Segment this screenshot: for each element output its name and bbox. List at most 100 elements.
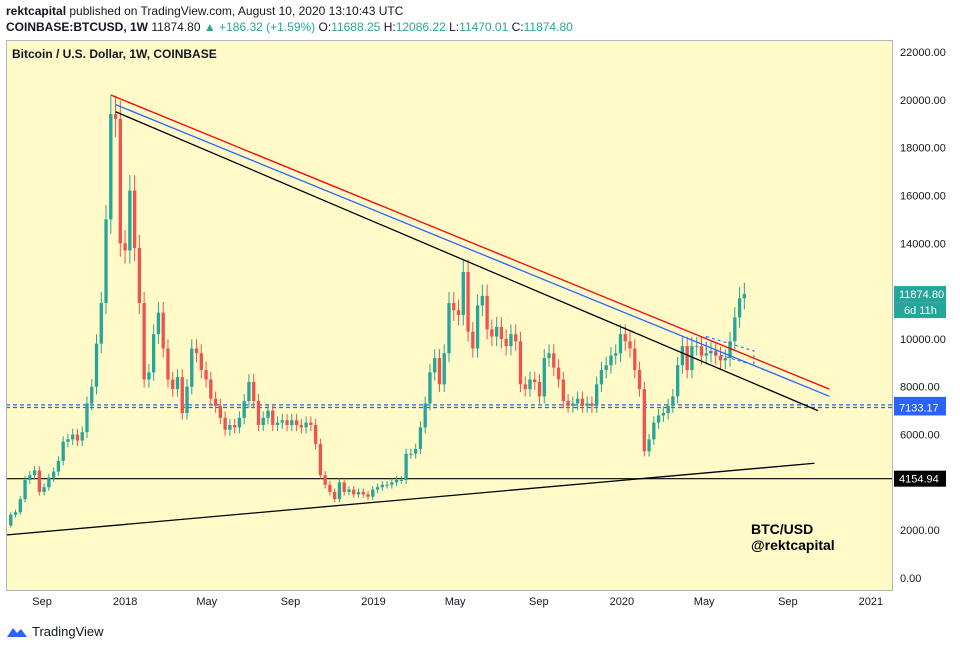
countdown-label-bg [894,302,946,319]
y-tick-label: 14000.00 [900,238,946,250]
candle-body [542,358,546,397]
candle-body [190,348,194,387]
candle-body [385,484,389,486]
level-price-label: 4154.94 [899,474,939,486]
candle-body [537,381,542,397]
y-tick-label: 6000.00 [900,430,940,442]
x-tick-label: 2021 [859,596,883,608]
candle-body [704,353,708,356]
candle-body [466,271,470,332]
candle-body [728,341,732,359]
candle-body [161,312,165,349]
candle-body [561,379,565,402]
candle-body [409,453,413,455]
candle-body [418,427,423,449]
x-tick-label: Sep [778,596,798,608]
candle-body [461,271,465,315]
candle-body [447,303,451,354]
trendline [110,94,830,390]
candle-body [442,353,446,385]
x-tick-label: 2018 [113,596,137,608]
y-tick-label: 20000.00 [900,95,946,107]
candle-body [18,499,22,513]
candle-body [699,346,704,356]
x-tick-label: Sep [281,596,301,608]
candle-body [685,346,689,370]
candle-body [737,298,742,318]
candle-body [533,379,537,382]
open-value: 11688.25 [331,20,381,34]
candle-body [361,491,365,495]
candle-body [51,471,56,478]
candle-body [628,341,632,349]
candle-body [23,480,27,500]
candle-body [280,420,284,423]
candle-body [242,401,246,418]
watermark-line: @rektcapital [751,537,835,553]
candle-body [523,384,527,390]
level-price-label-bg [894,399,946,416]
candle-body [147,372,151,380]
tradingview-logo-icon [7,627,27,637]
candle-body [218,405,223,418]
candle-body [299,425,304,428]
candle-body [132,190,137,249]
candle-body [514,334,518,342]
candle-body [652,422,656,440]
candle-body [609,355,613,366]
y-tick-label: 8000.00 [900,382,940,394]
candle-body [509,334,513,347]
candle-body [633,348,637,370]
candle-body [42,487,46,492]
candle-body [742,294,747,299]
symbol-info: COINBASE:BTCUSD, 1W 11874.80 ▲ +186.32 (… [6,20,573,34]
candle-body [428,372,432,404]
candle-body [32,470,37,476]
candle-body [618,334,623,354]
high-value: 12086.22 [395,20,446,34]
candle-body [232,425,237,428]
candle-body [137,248,142,304]
candle-body [328,484,332,492]
candle-body [194,348,199,354]
candle-body [366,494,370,497]
candle-body [590,403,594,406]
candle-body [475,305,480,349]
watermark-line: BTC/USD [751,521,813,537]
countdown-label: 6d 11h [904,305,937,317]
candle-body [228,425,232,430]
price-change: ▲ +186.32 (+1.59%) [203,20,316,34]
x-tick-label: 2019 [361,596,385,608]
candle-body [480,295,485,306]
candle-body [580,398,585,406]
candle-body [490,329,494,337]
candle-body [528,379,532,390]
candle-body [380,484,384,488]
candle-body [518,341,523,385]
candle-body [294,420,299,425]
y-tick-label: 10000.00 [900,334,946,346]
candle-body [671,396,675,406]
high-label: H: [383,20,396,34]
candle-body [61,441,65,461]
candle-body [347,489,351,492]
candle-body [185,386,189,414]
candle-body [375,487,380,490]
footer-brand[interactable]: TradingView [6,624,104,639]
candle-body [723,358,727,361]
candle-body [313,425,318,445]
author-name[interactable]: rektcapital [6,4,67,18]
price-chart[interactable]: 22000.00 20000.00 18000.00 16000.00 14000.00… [6,40,954,618]
candle-body [575,398,580,404]
candle-body [247,381,251,402]
candle-body [204,370,208,380]
candle-body [342,482,346,492]
candle-body [94,343,99,387]
candle-body [337,482,342,500]
candle-body [56,460,61,472]
candle-body [556,367,561,380]
publish-info: rektcapital published on TradingView.com… [6,4,403,18]
low-label: L: [449,20,460,34]
candle-body [171,379,175,390]
current-price-label-bg [894,286,946,303]
